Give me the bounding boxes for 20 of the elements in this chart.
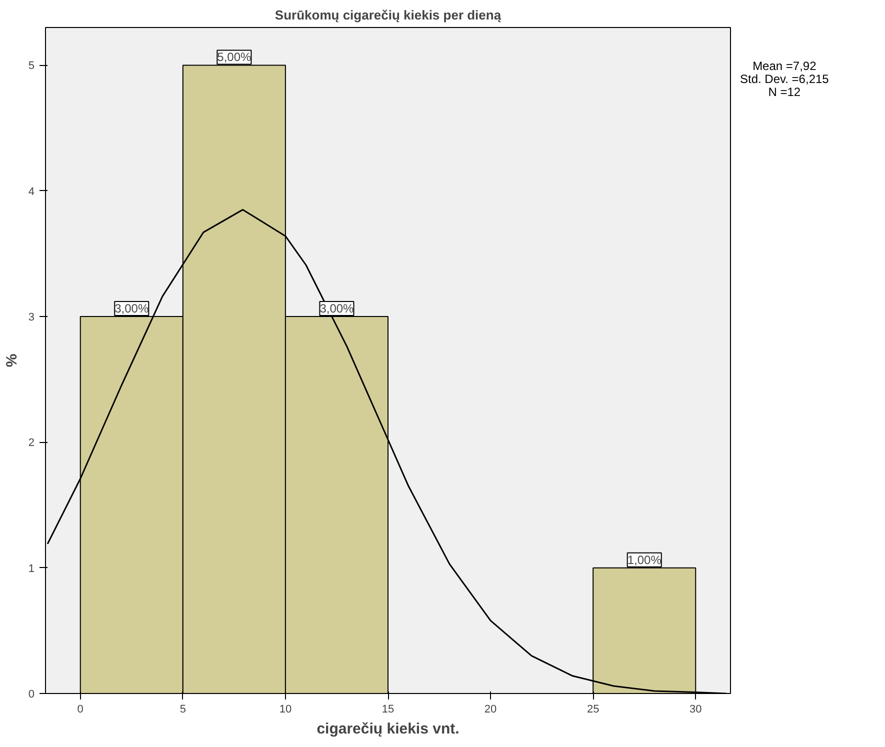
y-tick-label: 5 xyxy=(28,60,35,72)
x-tick-label: 25 xyxy=(586,704,600,716)
y-tick-label: 4 xyxy=(28,186,35,198)
x-tick-label: 10 xyxy=(279,704,292,716)
x-tick-label: 5 xyxy=(180,704,186,716)
text: N =12 xyxy=(768,85,801,100)
text: Std. Dev. =6,215 xyxy=(740,72,829,86)
y-tick-label: 0 xyxy=(28,688,35,700)
x-tick-label: 20 xyxy=(484,704,497,716)
x-tick-label: 0 xyxy=(77,704,84,716)
y-axis-title: % xyxy=(3,354,20,368)
chart-title: Surūkomų cigarečių kiekis per dieną xyxy=(274,8,502,22)
y-tick-label: 3 xyxy=(28,312,35,324)
x-axis-title: cigarečių kiekis vnt. xyxy=(316,720,460,738)
x-tick-label: 15 xyxy=(382,704,394,716)
y-tick-label: 1 xyxy=(28,562,35,575)
y-tick-label: 2 xyxy=(28,437,35,450)
data-label: 1,00% xyxy=(627,552,662,567)
text: Mean =7,92 xyxy=(752,59,816,73)
x-tick-label: 30 xyxy=(690,704,702,716)
